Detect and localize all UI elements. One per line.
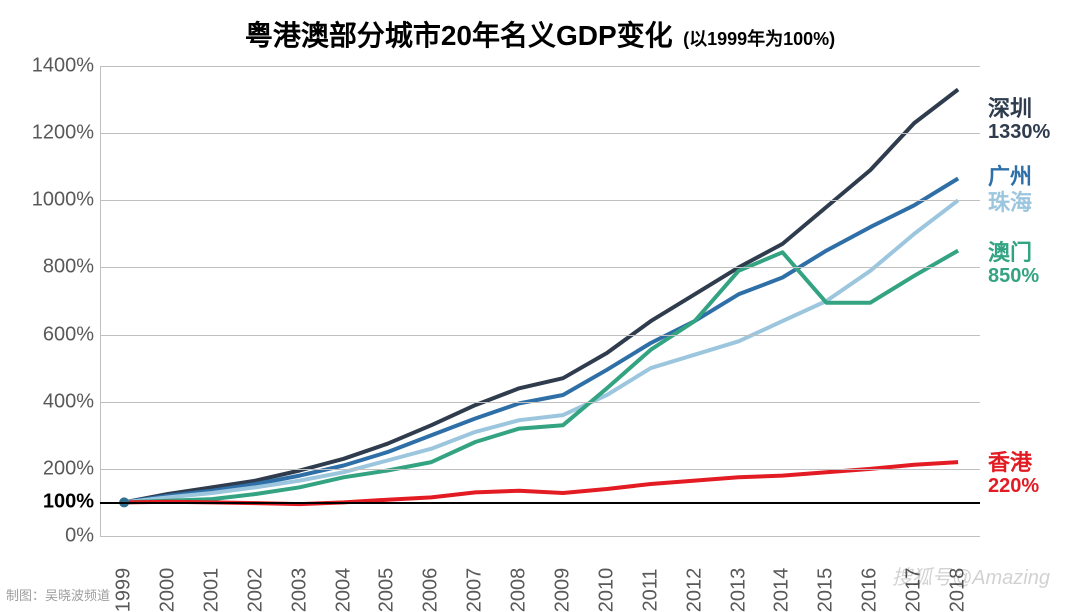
end-label-name: 澳门 <box>988 240 1039 265</box>
grid-line <box>100 469 980 470</box>
grid-line <box>100 335 980 336</box>
end-label-珠海: 珠海 <box>988 190 1032 215</box>
y-tick-label: 100% <box>43 491 94 514</box>
y-tick-label: 1200% <box>32 122 94 145</box>
title-sub: (以1999年为100%) <box>683 29 835 49</box>
x-tick-label: 2008 <box>508 568 531 612</box>
grid-line <box>100 66 980 67</box>
y-tick-label: 1000% <box>32 189 94 212</box>
watermark-text: 搜狐号@Amazing <box>892 561 1050 590</box>
end-label-广州: 广州 <box>988 164 1032 189</box>
credit-text: 制图：吴晓波频道 <box>6 585 110 604</box>
end-label-name: 香港 <box>988 450 1039 475</box>
end-label-name: 广州 <box>988 164 1032 189</box>
chart-title: 粤港澳部分城市20年名义GDP变化 (以1999年为100%) <box>0 14 1080 54</box>
series-line-澳门 <box>124 251 958 503</box>
plot-area <box>100 66 980 536</box>
end-label-value: 220% <box>988 475 1039 498</box>
y-tick-label: 400% <box>43 390 94 413</box>
x-tick-label: 2003 <box>288 568 311 612</box>
grid-line <box>100 267 980 268</box>
series-svg <box>100 66 980 536</box>
series-line-广州 <box>124 179 958 503</box>
x-tick-label: 2012 <box>683 568 706 612</box>
end-label-香港: 香港220% <box>988 450 1039 498</box>
y-tick-label: 0% <box>65 525 94 548</box>
end-label-深圳: 深圳1330% <box>988 96 1050 144</box>
x-tick-label: 1999 <box>113 568 136 612</box>
x-tick-label: 2009 <box>552 568 575 612</box>
y-tick-label: 200% <box>43 457 94 480</box>
x-tick-label: 2011 <box>639 568 662 611</box>
y-tick-label: 1400% <box>32 55 94 78</box>
grid-line <box>100 133 980 134</box>
title-main: 粤港澳部分城市20年名义GDP变化 <box>245 20 673 51</box>
x-tick-label: 2013 <box>727 568 750 612</box>
x-tick-label: 2001 <box>200 568 223 612</box>
grid-line <box>100 536 980 537</box>
chart-container: 粤港澳部分城市20年名义GDP变化 (以1999年为100%) 0% 100% 20… <box>0 0 1080 608</box>
end-label-value: 1330% <box>988 121 1050 144</box>
end-label-name: 深圳 <box>988 96 1050 121</box>
x-tick-label: 2002 <box>244 568 267 612</box>
x-tick-label: 2015 <box>815 568 838 612</box>
x-tick-label: 2010 <box>595 568 618 612</box>
x-tick-label: 2016 <box>859 568 882 612</box>
end-label-name: 珠海 <box>988 190 1032 215</box>
end-label-value: 850% <box>988 265 1039 288</box>
x-tick-label: 2007 <box>464 568 487 612</box>
x-tick-label: 2004 <box>332 568 355 612</box>
baseline-grid <box>100 502 980 504</box>
y-tick-label: 800% <box>43 256 94 279</box>
end-label-澳门: 澳门850% <box>988 240 1039 288</box>
y-tick-label: 600% <box>43 323 94 346</box>
x-tick-label: 2005 <box>376 568 399 612</box>
grid-line <box>100 402 980 403</box>
x-tick-label: 2006 <box>420 568 443 612</box>
x-tick-label: 2014 <box>771 568 794 612</box>
grid-line <box>100 200 980 201</box>
x-tick-label: 2000 <box>157 568 180 612</box>
